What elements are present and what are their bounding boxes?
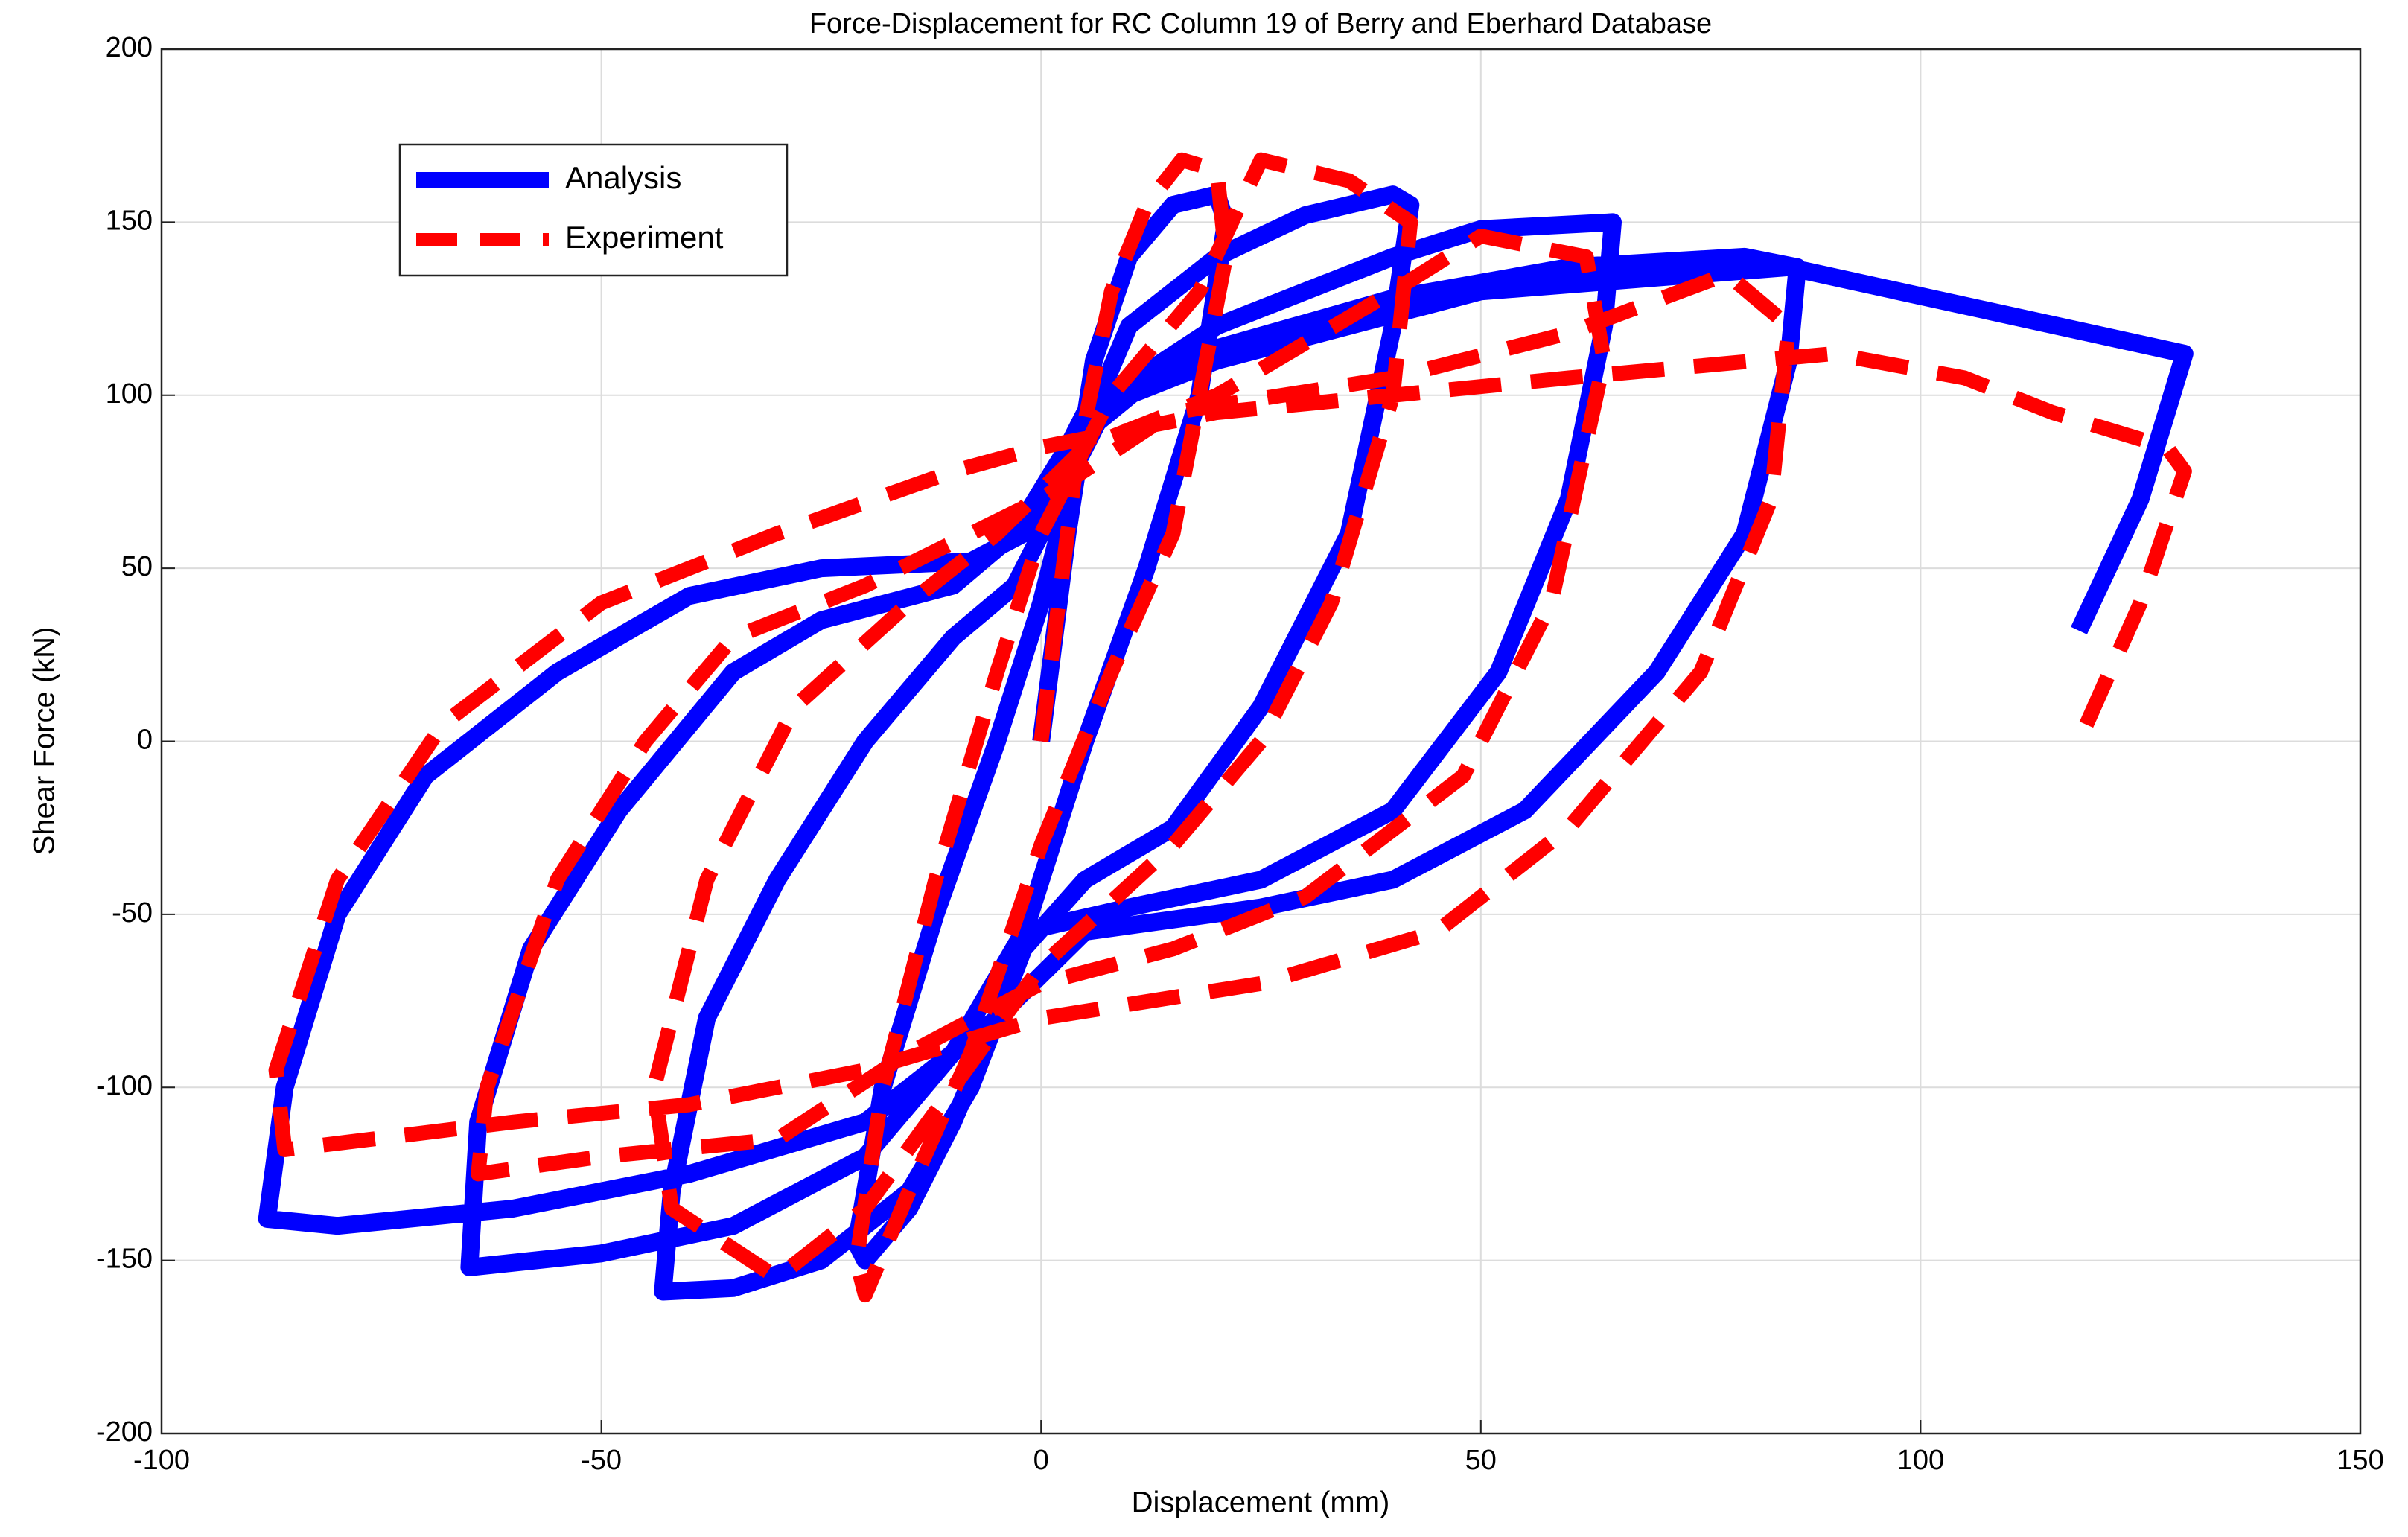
x-tick-label: 50: [1465, 1445, 1497, 1476]
y-tick-label: 150: [106, 205, 153, 236]
series-line: [268, 152, 2192, 1303]
legend-label: Analysis: [565, 160, 681, 195]
plot-frame: [160, 48, 2362, 1435]
y-tick-label: -100: [96, 1070, 153, 1101]
x-tick-label: -100: [133, 1445, 190, 1476]
y-tick-label: 50: [121, 551, 153, 582]
y-tick-label: -50: [112, 897, 153, 929]
y-tick-label: -200: [96, 1416, 153, 1448]
legend-label: Experiment: [565, 220, 724, 255]
x-axis-label: Displacement (mm): [1132, 1486, 1390, 1519]
y-tick-label: 200: [106, 32, 153, 63]
x-tick-label: 100: [1897, 1445, 1944, 1476]
series-line: [258, 185, 2194, 1301]
y-tick-label: -150: [96, 1244, 153, 1275]
x-tick-label: 150: [2337, 1445, 2383, 1476]
x-tick-label: -50: [581, 1445, 622, 1476]
y-axis-label: Shear Force (kN): [28, 627, 61, 856]
legend: Analysis Experiment: [398, 143, 789, 277]
x-tick-label: 0: [1033, 1445, 1049, 1476]
y-tick-label: 0: [137, 725, 153, 756]
chart-title: Force-Displacement for RC Column 19 of B…: [809, 8, 1712, 39]
y-tick-label: 100: [106, 378, 153, 410]
legend-box: [398, 143, 789, 277]
